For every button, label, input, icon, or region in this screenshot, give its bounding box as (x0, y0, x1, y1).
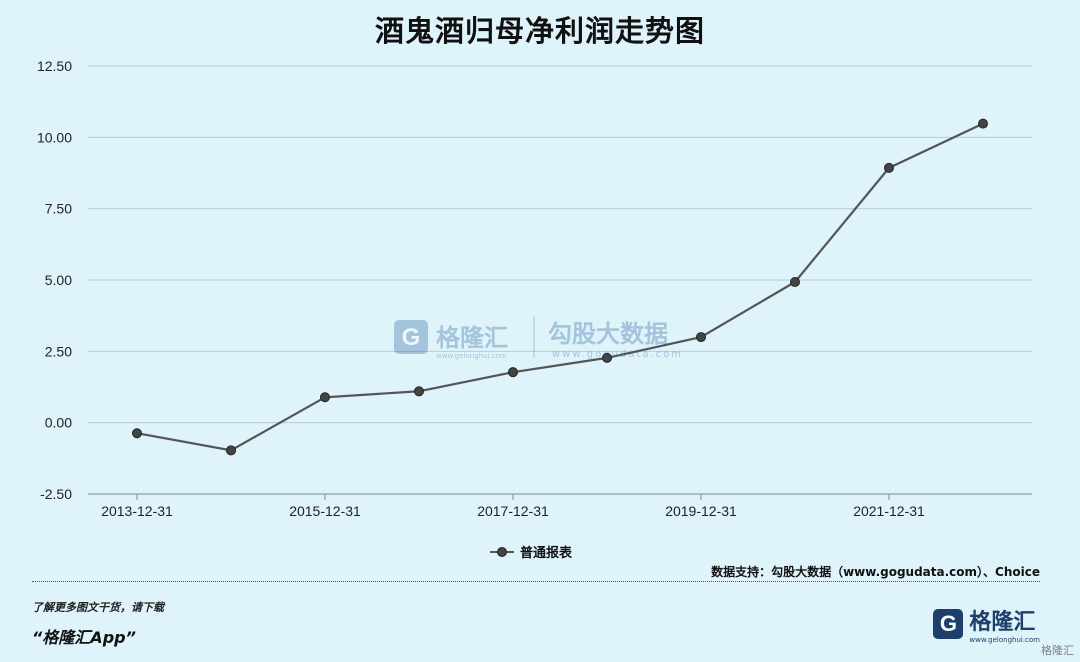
corner-watermark: 格隆汇 (1041, 644, 1074, 657)
y-tick-label: 2.50 (45, 343, 72, 359)
x-axis: 2013-12-31 2015-12-31 2017-12-31 2019-12-31… (101, 494, 925, 519)
data-point (978, 118, 988, 129)
series-line (132, 118, 988, 456)
data-source: 数据支持：勾股大数据（www.gogudata.com）、Choice (711, 565, 1040, 579)
x-tick-label: 2015-12-31 (289, 503, 361, 519)
promo-app-name: “格隆汇App” (32, 628, 136, 647)
data-point (226, 445, 236, 456)
svg-text:G: G (402, 324, 421, 351)
y-tick-label: 0.00 (45, 415, 72, 431)
x-tick-label: 2021-12-31 (853, 503, 925, 519)
data-point (696, 332, 706, 343)
series-line-path (136, 122, 984, 452)
watermark: G 格隆汇 www.gelonghui.com 勾股大数据 www.goguda… (394, 316, 683, 360)
legend-label: 普通报表 (520, 545, 573, 561)
chart-title: 酒鬼酒归母净利润走势图 (374, 14, 705, 48)
legend: 普通报表 (490, 545, 573, 561)
watermark-brand: 格隆汇 (436, 324, 508, 352)
line-chart: G 格隆汇 www.gelonghui.com 勾股大数据 www.goguda… (37, 58, 1032, 561)
x-tick-label: 2013-12-31 (101, 503, 173, 519)
y-tick-label: 7.50 (45, 201, 72, 217)
data-point (320, 392, 330, 403)
data-point (884, 162, 894, 173)
y-axis: 12.50 10.00 7.50 5.00 2.50 0.00 -2.50 (37, 58, 72, 502)
y-tick-label: 12.50 (37, 58, 72, 74)
brand-name: 格隆汇 (969, 610, 1036, 635)
brand-logo: G 格隆汇 www.gelonghui.com (933, 604, 1040, 644)
data-point (602, 352, 612, 363)
watermark-partner: 勾股大数据 (548, 320, 668, 348)
brand-url: www.gelonghui.com (969, 636, 1040, 644)
brand-g-icon: G (933, 609, 964, 639)
divider (32, 581, 1040, 582)
watermark-logo-icon (394, 320, 428, 354)
data-point (132, 428, 142, 439)
x-tick-label: 2017-12-31 (477, 503, 549, 519)
watermark-brand-sub: www.gelonghui.com (436, 352, 507, 360)
data-point (414, 386, 424, 397)
y-tick-label: 5.00 (45, 272, 72, 288)
data-point (508, 367, 518, 378)
watermark-partner-sub: www.gogudata.com (552, 349, 683, 360)
gridlines (88, 65, 1032, 495)
promo-text: 了解更多图文干货，请下载 (32, 601, 164, 614)
y-tick-label: 10.00 (37, 129, 72, 145)
data-point (790, 276, 800, 287)
x-tick-label: 2019-12-31 (665, 503, 737, 519)
y-tick-label: -2.50 (40, 486, 72, 502)
legend-marker (497, 547, 507, 557)
